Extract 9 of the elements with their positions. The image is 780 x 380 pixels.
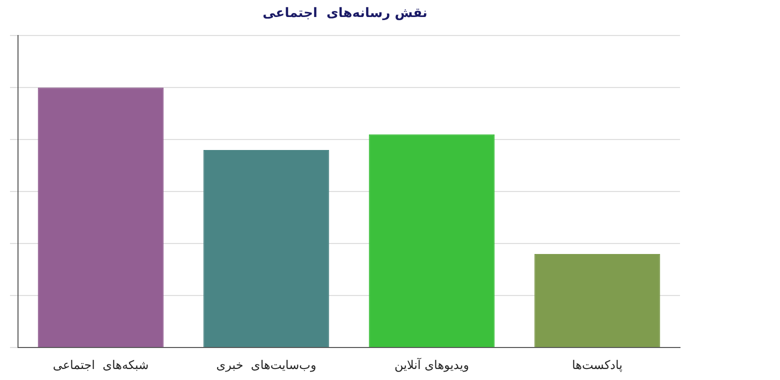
x-tick-label: شبکه‌های اجتماعی — [52, 358, 149, 372]
bar — [368, 134, 495, 348]
bar — [203, 150, 330, 348]
chart-title: نقش رسانه‌های اجتماعی — [262, 6, 428, 22]
x-tick-label: ویدیوهای آنلاین — [394, 356, 469, 372]
bar — [534, 254, 660, 348]
x-tick-label: پادکست‌ها — [572, 358, 623, 372]
x-tick-label: وب‌سایت‌های خبری — [216, 358, 316, 372]
bar — [38, 88, 164, 348]
